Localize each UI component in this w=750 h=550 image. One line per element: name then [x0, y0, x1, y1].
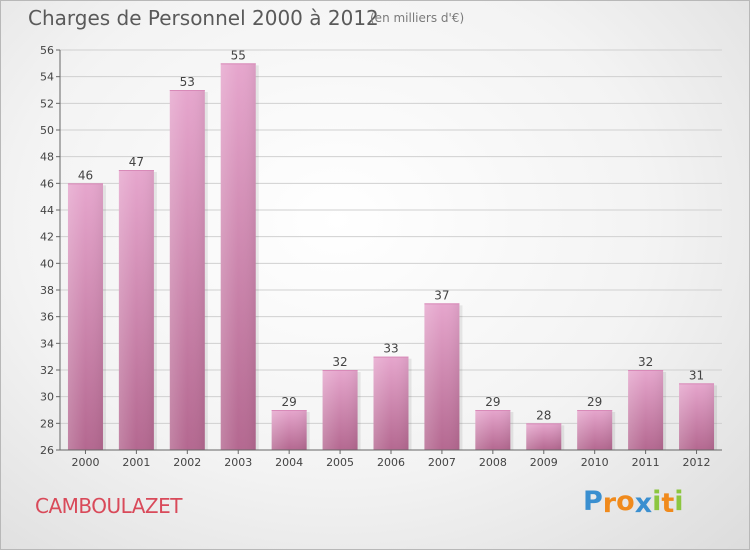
x-tick-label-2005: 2005	[326, 456, 354, 469]
data-label-2003: 55	[231, 48, 246, 62]
data-label-2004: 29	[282, 395, 297, 409]
data-label-2009: 28	[536, 408, 551, 422]
y-tick-label: 44	[40, 204, 54, 217]
proxiti-logo: Proxiti	[583, 486, 684, 519]
y-tick-label: 30	[40, 391, 54, 404]
chart-subtitle: (en milliers d'€)	[370, 11, 465, 25]
y-tick-label: 48	[40, 151, 54, 164]
y-tick-label: 56	[40, 44, 54, 57]
y-tick-label: 42	[40, 231, 54, 244]
y-tick-label: 38	[40, 284, 54, 297]
bar-highlight	[67, 183, 103, 451]
data-label-2007: 37	[434, 288, 449, 302]
commune-name: CAMBOULAZET	[35, 494, 183, 518]
x-tick-label-2008: 2008	[479, 456, 507, 469]
data-label-2002: 53	[180, 75, 195, 89]
axes: 26 28 30 32 34 36 38 40 42 44 46 48 50 52 54 56 46 2000 47…	[40, 44, 722, 469]
y-tick-label: 52	[40, 97, 54, 110]
data-label-2010: 29	[587, 395, 602, 409]
bar-highlight	[475, 410, 511, 450]
data-label-2000: 46	[78, 168, 93, 182]
bar-highlight	[577, 410, 613, 450]
logo-letter: t	[661, 488, 675, 519]
logo-letter: i	[652, 486, 662, 517]
x-tick-label-2003: 2003	[224, 456, 252, 469]
data-label-2012: 31	[689, 368, 704, 382]
bar-highlight	[679, 383, 715, 450]
data-label-2006: 33	[383, 342, 398, 356]
logo-letter: i	[674, 486, 684, 517]
bars	[67, 63, 718, 451]
y-tick-label: 50	[40, 124, 54, 137]
x-tick-label-2001: 2001	[122, 456, 150, 469]
x-tick-label-2007: 2007	[428, 456, 456, 469]
bar-highlight	[271, 410, 307, 450]
logo-letter: P	[583, 486, 603, 517]
data-label-2001: 47	[129, 155, 144, 169]
logo-letter: x	[634, 488, 653, 519]
bar-highlight	[169, 90, 205, 450]
x-tick-label-2000: 2000	[71, 456, 99, 469]
data-label-2005: 32	[332, 355, 347, 369]
logo-letter: o	[616, 486, 635, 517]
y-tick-label: 32	[40, 364, 54, 377]
bar-highlight	[373, 356, 409, 450]
bar-highlight	[526, 423, 562, 450]
y-tick-label: 26	[40, 444, 54, 457]
y-tick-label: 54	[40, 71, 54, 84]
bar-highlight	[220, 63, 256, 450]
x-tick-label-2011: 2011	[632, 456, 660, 469]
y-tick-label: 40	[40, 257, 54, 270]
bar-highlight	[424, 303, 460, 450]
x-tick-label-2006: 2006	[377, 456, 405, 469]
chart-title: Charges de Personnel 2000 à 2012	[28, 6, 379, 30]
x-tick-label-2002: 2002	[173, 456, 201, 469]
x-tick-label-2004: 2004	[275, 456, 303, 469]
bar-highlight	[628, 370, 664, 450]
x-tick-label-2012: 2012	[683, 456, 711, 469]
data-label-2011: 32	[638, 355, 653, 369]
y-tick-label: 46	[40, 177, 54, 190]
data-label-2008: 29	[485, 395, 500, 409]
y-tick-label: 34	[40, 337, 54, 350]
y-tick-label: 36	[40, 311, 54, 324]
x-tick-label-2009: 2009	[530, 456, 558, 469]
bar-highlight	[322, 370, 358, 450]
x-tick-label-2010: 2010	[581, 456, 609, 469]
bar-highlight	[118, 170, 154, 450]
y-tick-label: 28	[40, 417, 54, 430]
logo-letter: r	[602, 488, 617, 519]
